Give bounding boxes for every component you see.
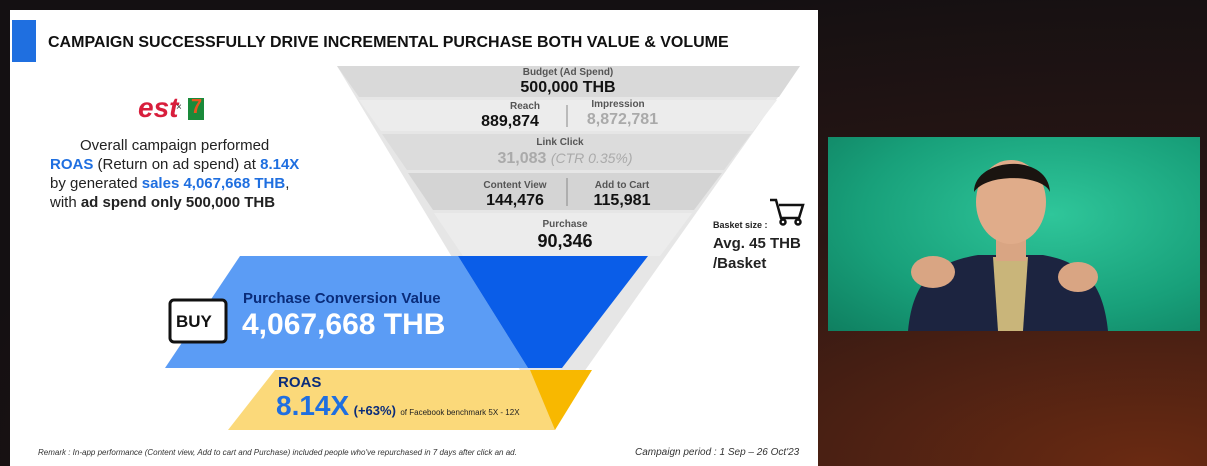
text: (CTR 0.35%) (550, 150, 633, 166)
band-budget (337, 66, 800, 97)
click-label: Link Click (536, 137, 584, 148)
roas-row: 8.14X (+63%) of Facebook benchmark 5X - … (276, 390, 520, 422)
logo-left: est (138, 92, 179, 123)
content-value: 144,476 (486, 192, 544, 209)
basket-label: Basket size : (713, 220, 768, 230)
band-click (382, 134, 751, 170)
presenter (908, 160, 1108, 331)
band-content (408, 173, 722, 210)
summary-line: with ad spend only 500,000 THB (50, 193, 299, 212)
conversion-dark (458, 256, 648, 368)
period: Campaign period : 1 Sep – 26 Oct'23 (635, 447, 800, 458)
impression-value: 8,872,781 (586, 111, 659, 128)
remark: Remark : In-app performance (Content vie… (38, 448, 517, 457)
text: by generated (50, 175, 142, 192)
conversion-label: Purchase Conversion Value (243, 290, 441, 307)
text: Overall campaign performed (80, 137, 270, 154)
text: with (50, 194, 81, 211)
text: sales 4,067,668 THB (141, 175, 286, 192)
purchase-label: Purchase (542, 219, 588, 230)
logo-sep: × (176, 102, 182, 113)
funnel-shapes (12, 20, 805, 430)
click-value: 31,083 (CTR 0.35%) (480, 150, 650, 168)
text: 8.14X (260, 156, 300, 173)
buy-icon (168, 298, 228, 344)
summary-line: by generated sales 4,067,668 THB, (50, 174, 299, 193)
buy-text: BUY (176, 312, 212, 331)
band-reach (359, 100, 777, 131)
basket-line2: /Basket (713, 255, 767, 272)
logo-right-bg (188, 98, 204, 120)
budget-value: 500,000 THB (520, 79, 616, 96)
cart-label: Add to Cart (594, 180, 650, 191)
content-label: Content View (483, 180, 547, 191)
conversion-shape (165, 256, 528, 368)
logo-right: 7 (191, 96, 203, 118)
roas-value: 8.14X (276, 390, 350, 421)
roas-dark (530, 370, 592, 430)
video-feed (828, 137, 1200, 331)
text: ROAS (50, 156, 94, 173)
summary-line: Overall campaign performed (50, 136, 299, 155)
roas-benchmark: of Facebook benchmark 5X - 12X (400, 408, 520, 417)
reach-label: Reach (509, 101, 540, 112)
text: , (285, 175, 290, 192)
slide: CAMPAIGN SUCCESSFULLY DRIVE INCREMENTAL … (10, 10, 818, 466)
text: 31,083 (497, 150, 547, 167)
text: ad spend only 500,000 THB (80, 194, 276, 211)
text: (Return on ad spend) at (93, 156, 261, 173)
roas-shape (228, 370, 555, 430)
basket-line1: Avg. 45 THB (713, 235, 801, 252)
title: CAMPAIGN SUCCESSFULLY DRIVE INCREMENTAL … (48, 34, 729, 51)
budget-label: Budget (Ad Spend) (522, 67, 614, 78)
cart-icon (770, 198, 805, 226)
conversion-value: 4,067,668 THB (242, 308, 446, 341)
cart-value: 115,981 (593, 192, 651, 209)
summary-line: ROAS (Return on ad spend) at 8.14X (50, 155, 299, 174)
roas-change: (+63%) (353, 403, 396, 418)
band-purchase (434, 213, 692, 256)
roas-label: ROAS (278, 374, 322, 391)
reach-value: 889,874 (481, 113, 539, 130)
impression-label: Impression (591, 99, 645, 110)
accent (12, 20, 36, 62)
summary: Overall campaign performed ROAS (Return … (50, 136, 299, 212)
purchase-value: 90,346 (537, 231, 593, 251)
